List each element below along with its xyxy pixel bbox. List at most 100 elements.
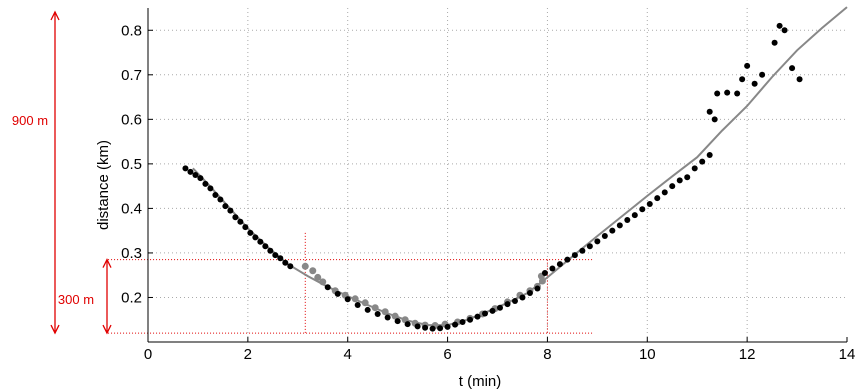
annotation-arrowhead-bottom <box>102 324 112 335</box>
black-data-point <box>272 252 279 259</box>
black-data-point <box>684 174 691 181</box>
black-data-point <box>364 306 371 313</box>
black-data-point <box>444 323 451 330</box>
black-data-point <box>404 321 411 328</box>
model-line-series <box>192 6 848 327</box>
y-tick-label: 0.3 <box>121 245 142 262</box>
black-data-point <box>699 158 706 165</box>
black-data-point <box>776 22 783 29</box>
black-data-point <box>744 62 751 69</box>
black-data-point <box>504 301 511 308</box>
black-data-point <box>344 296 351 303</box>
black-data-point <box>796 76 803 83</box>
black-data-point <box>429 325 436 332</box>
black-data-point <box>759 71 766 78</box>
gray-data-point <box>351 295 359 303</box>
black-data-point <box>631 212 638 219</box>
black-data-point <box>467 316 474 323</box>
black-data-point <box>646 200 653 207</box>
black-data-point <box>217 196 224 203</box>
gray-data-point <box>391 312 399 320</box>
black-data-point <box>252 234 259 241</box>
y-tick-label: 0.6 <box>121 111 142 128</box>
black-data-point <box>789 65 796 72</box>
black-data-point <box>187 168 194 175</box>
gray-data-point <box>361 299 369 307</box>
reference-lines <box>108 232 593 334</box>
y-axis-label: distance (km) <box>95 140 112 230</box>
black-data-point <box>534 285 541 292</box>
gray-data-point <box>371 304 379 312</box>
black-data-point <box>334 290 341 297</box>
black-data-point <box>192 172 199 178</box>
annotation-label: 300 m <box>58 292 94 307</box>
black-data-point <box>624 216 631 223</box>
black-data-point <box>459 318 466 325</box>
black-data-point <box>654 195 661 202</box>
black-data-point <box>202 180 209 187</box>
x-tick-label: 10 <box>639 346 656 363</box>
black-data-point <box>601 233 608 240</box>
black-data-point <box>586 243 593 250</box>
black-data-point <box>549 265 556 272</box>
black-data-point <box>437 325 444 332</box>
grid <box>148 8 847 342</box>
annotation-arrowhead-bottom <box>50 324 60 335</box>
black-data-point <box>691 165 698 172</box>
black-data-point <box>354 302 361 309</box>
x-tick-label: 2 <box>244 346 252 363</box>
black-data-point <box>197 175 204 182</box>
black-data-point <box>556 261 563 268</box>
black-data-point <box>222 203 229 210</box>
annotation-label: 900 m <box>12 113 48 128</box>
annotation-arrowhead-top <box>102 258 112 268</box>
black-data-point <box>422 324 429 331</box>
black-data-point <box>771 39 778 46</box>
black-data-point <box>579 247 586 254</box>
black-data-point <box>511 298 518 305</box>
black-data-point <box>676 177 683 184</box>
x-tick-label: 14 <box>839 346 856 363</box>
x-tick-label: 0 <box>144 346 152 363</box>
black-data-point <box>232 214 239 221</box>
black-data-point <box>287 263 294 270</box>
gray-data-point <box>381 308 389 316</box>
x-tick-label: 8 <box>543 346 551 363</box>
black-data-point <box>711 116 718 123</box>
black-data-point <box>781 27 788 34</box>
black-data-point <box>237 218 244 225</box>
gray-data-point <box>301 262 309 270</box>
annotations: 900 m 300 m <box>12 10 112 335</box>
black-data-point <box>489 307 496 314</box>
black-data-point <box>324 284 331 291</box>
black-data-point <box>714 90 721 97</box>
x-tick-label: 4 <box>344 346 352 363</box>
gray-data-point <box>319 278 327 286</box>
black-data-point <box>212 192 219 199</box>
black-data-point <box>564 256 571 263</box>
black-data-point <box>267 247 274 254</box>
black-data-point <box>182 165 189 172</box>
black-data-point <box>669 183 676 190</box>
black-data-point <box>734 90 741 97</box>
x-tick-label: 6 <box>443 346 451 363</box>
black-data-point <box>526 290 533 297</box>
black-data-point <box>257 238 264 245</box>
black-data-point <box>394 318 401 325</box>
black-data-point <box>541 269 548 276</box>
black-data-point <box>751 80 758 87</box>
gray-data-point <box>309 267 317 275</box>
black-data-point <box>374 310 381 317</box>
black-data-point <box>247 229 254 236</box>
black-data-point <box>452 321 459 328</box>
black-data-point <box>594 238 601 245</box>
black-data-point <box>639 206 646 213</box>
black-data-point <box>482 310 489 317</box>
black-data-point <box>496 304 503 311</box>
black-data-point <box>282 259 289 266</box>
black-data-point <box>242 224 249 231</box>
black-data-point <box>706 108 713 115</box>
y-tick-label: 0.4 <box>121 200 142 217</box>
black-point-series <box>182 22 803 332</box>
